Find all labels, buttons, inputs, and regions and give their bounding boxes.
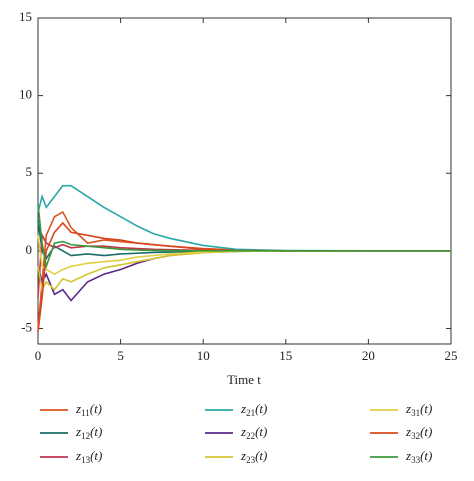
legend-label: z23(t) <box>240 448 267 465</box>
x-tick-label: 15 <box>279 348 292 363</box>
legend-label: z33(t) <box>405 448 432 465</box>
series-line <box>37 204 451 270</box>
y-tick-label: 10 <box>19 87 32 102</box>
x-tick-label: 20 <box>362 348 375 363</box>
series-line <box>37 219 451 261</box>
y-tick-label: 15 <box>19 9 32 24</box>
series-line <box>37 250 451 302</box>
series-line <box>37 184 451 252</box>
y-tick-label: 0 <box>26 242 33 257</box>
x-tick-label: 10 <box>197 348 210 363</box>
legend-label: z11(t) <box>75 401 102 418</box>
legend-label: z31(t) <box>405 401 432 418</box>
x-tick-label: 0 <box>35 348 42 363</box>
y-tick-label: -5 <box>21 319 32 334</box>
legend-label: z13(t) <box>75 448 102 465</box>
x-tick-label: 25 <box>445 348 458 363</box>
x-axis-label: Time t <box>227 372 261 387</box>
legend-label: z12(t) <box>75 424 102 441</box>
legend-label: z21(t) <box>240 401 267 418</box>
series-line <box>37 221 451 332</box>
series-line <box>37 232 451 298</box>
legend-label: z22(t) <box>240 424 267 441</box>
plot-frame <box>37 17 452 345</box>
series-line <box>37 250 451 293</box>
x-tick-label: 5 <box>117 348 124 363</box>
legend-label: z32(t) <box>405 424 432 441</box>
y-tick-label: 5 <box>26 164 33 179</box>
